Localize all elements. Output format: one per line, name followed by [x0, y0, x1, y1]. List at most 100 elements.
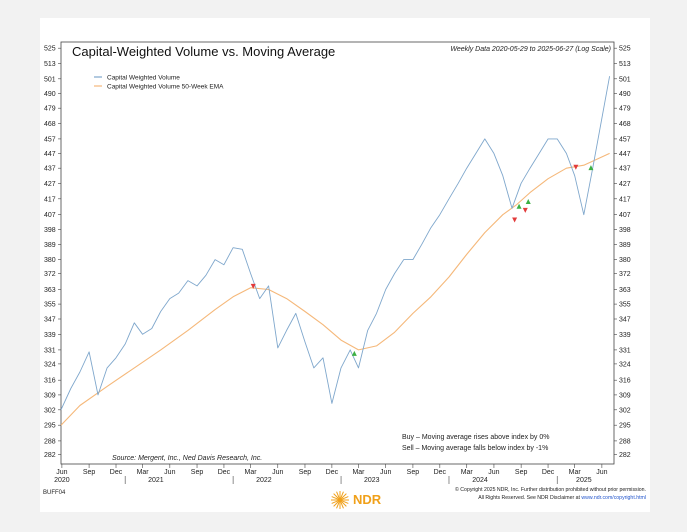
x-tick-label: Mar — [461, 469, 474, 476]
y-tick-label-right: 316 — [619, 378, 631, 385]
y-tick-label-left: 479 — [44, 106, 56, 113]
y-tick-label-right: 407 — [619, 212, 631, 219]
y-tick-label-left: 331 — [44, 347, 56, 354]
buy-signal-marker — [351, 350, 357, 356]
logo-ray — [331, 500, 338, 504]
y-tick-label-left: 316 — [44, 378, 56, 385]
y-tick-label-left: 490 — [44, 91, 56, 98]
y-tick-label-right: 302 — [619, 407, 631, 414]
x-year-label: 2025 — [576, 477, 592, 484]
logo-ray — [336, 502, 340, 509]
sell-signal-marker — [573, 164, 579, 170]
chart-code: BUFF04 — [43, 490, 66, 496]
y-tick-label-right: 417 — [619, 196, 631, 203]
x-tick-label: Sep — [191, 469, 204, 476]
y-tick-label-right: 447 — [619, 151, 631, 158]
y-tick-label-right: 490 — [619, 91, 631, 98]
y-tick-label-left: 447 — [44, 151, 56, 158]
y-tick-label-right: 513 — [619, 61, 631, 68]
y-tick-label-right: 427 — [619, 181, 631, 188]
x-tick-label: Mar — [137, 469, 150, 476]
logo-ray — [341, 493, 347, 499]
logo-ray — [340, 491, 344, 498]
logo-ray — [342, 500, 349, 504]
sell-signal-marker — [250, 283, 256, 289]
logo-ray — [331, 496, 338, 500]
logo-ray — [340, 502, 344, 509]
series-line-index — [60, 76, 611, 410]
copyright-line: © Copyright 2025 NDR, Inc. Further distr… — [455, 486, 646, 493]
y-tick-label-right: 339 — [619, 332, 631, 339]
x-tick-label: Jun — [272, 469, 283, 476]
y-tick-label-left: 288 — [44, 438, 56, 445]
y-tick-label-left: 363 — [44, 287, 56, 294]
y-tick-label-right: 468 — [619, 121, 631, 128]
buy-rule-note: Buy – Moving average rises above index b… — [402, 434, 549, 441]
buy-signal-marker — [516, 203, 522, 209]
y-tick-label-left: 324 — [44, 361, 56, 368]
copyright-link[interactable]: www.ndr.com/copyright.html — [581, 495, 646, 501]
y-tick-label-left: 525 — [44, 46, 56, 53]
x-tick-label: Jun — [380, 469, 391, 476]
x-tick-label: Jun — [164, 469, 175, 476]
logo-text: NDR — [353, 492, 382, 507]
x-tick-label: Jun — [56, 469, 67, 476]
y-tick-label-left: 457 — [44, 136, 56, 143]
y-tick-label-left: 427 — [44, 181, 56, 188]
logo-ray — [336, 491, 340, 498]
rights-line: All Rights Reserved. See NDR Disclaimer … — [478, 495, 646, 501]
y-tick-label-left: 302 — [44, 407, 56, 414]
x-tick-label: Dec — [218, 469, 231, 476]
x-year-label: 2023 — [364, 477, 380, 484]
x-tick-label: Jun — [596, 469, 607, 476]
y-tick-label-left: 398 — [44, 227, 56, 234]
y-tick-label-right: 363 — [619, 287, 631, 294]
y-tick-label-right: 331 — [619, 347, 631, 354]
y-tick-label-left: 282 — [44, 452, 56, 459]
legend-label-index: Capital Weighted Volume — [107, 75, 180, 82]
y-tick-label-right: 380 — [619, 257, 631, 264]
x-tick-label: Sep — [407, 469, 420, 476]
chart: Capital-Weighted Volume vs. Moving Avera… — [43, 41, 646, 509]
y-tick-label-right: 457 — [619, 136, 631, 143]
y-tick-label-left: 339 — [44, 332, 56, 339]
chart-subtitle: Weekly Data 2020-05-29 to 2025-06-27 (Lo… — [450, 46, 611, 53]
y-tick-label-left: 407 — [44, 212, 56, 219]
y-tick-label-right: 398 — [619, 227, 631, 234]
y-tick-label-right: 501 — [619, 76, 631, 83]
y-tick-label-left: 513 — [44, 61, 56, 68]
x-tick-label: Dec — [110, 469, 123, 476]
y-tick-label-left: 309 — [44, 392, 56, 399]
y-tick-label-right: 437 — [619, 166, 631, 173]
logo-ray — [333, 493, 339, 499]
rights-prefix: All Rights Reserved. See NDR Disclaimer … — [478, 495, 581, 501]
ndr-logo: NDR — [331, 491, 382, 509]
logo-ray — [341, 501, 347, 507]
y-tick-label-left: 389 — [44, 242, 56, 249]
y-tick-label-left: 380 — [44, 257, 56, 264]
x-tick-label: Mar — [352, 469, 365, 476]
legend-label-ema: Capital Weighted Volume 50-Week EMA — [107, 84, 224, 91]
y-tick-label-right: 525 — [619, 46, 631, 53]
y-tick-label-left: 501 — [44, 76, 56, 83]
logo-sunburst-icon — [331, 491, 349, 509]
x-tick-label: Sep — [299, 469, 312, 476]
y-tick-label-right: 355 — [619, 302, 631, 309]
x-year-label: 2021 — [148, 477, 164, 484]
x-tick-label: Dec — [326, 469, 339, 476]
y-tick-label-right: 347 — [619, 317, 631, 324]
x-tick-label: Dec — [434, 469, 447, 476]
y-tick-label-right: 295 — [619, 423, 631, 430]
y-tick-label-left: 355 — [44, 302, 56, 309]
series-line-ema — [60, 152, 610, 426]
logo-center — [337, 497, 343, 503]
y-tick-label-right: 389 — [619, 242, 631, 249]
x-tick-label: Jun — [488, 469, 499, 476]
y-tick-label-left: 347 — [44, 317, 56, 324]
plot-frame — [60, 41, 615, 465]
y-tick-label-right: 288 — [619, 438, 631, 445]
logo-ray — [333, 501, 339, 507]
x-tick-label: Sep — [515, 469, 528, 476]
y-tick-label-right: 372 — [619, 271, 631, 278]
x-year-label: 2020 — [54, 477, 70, 484]
